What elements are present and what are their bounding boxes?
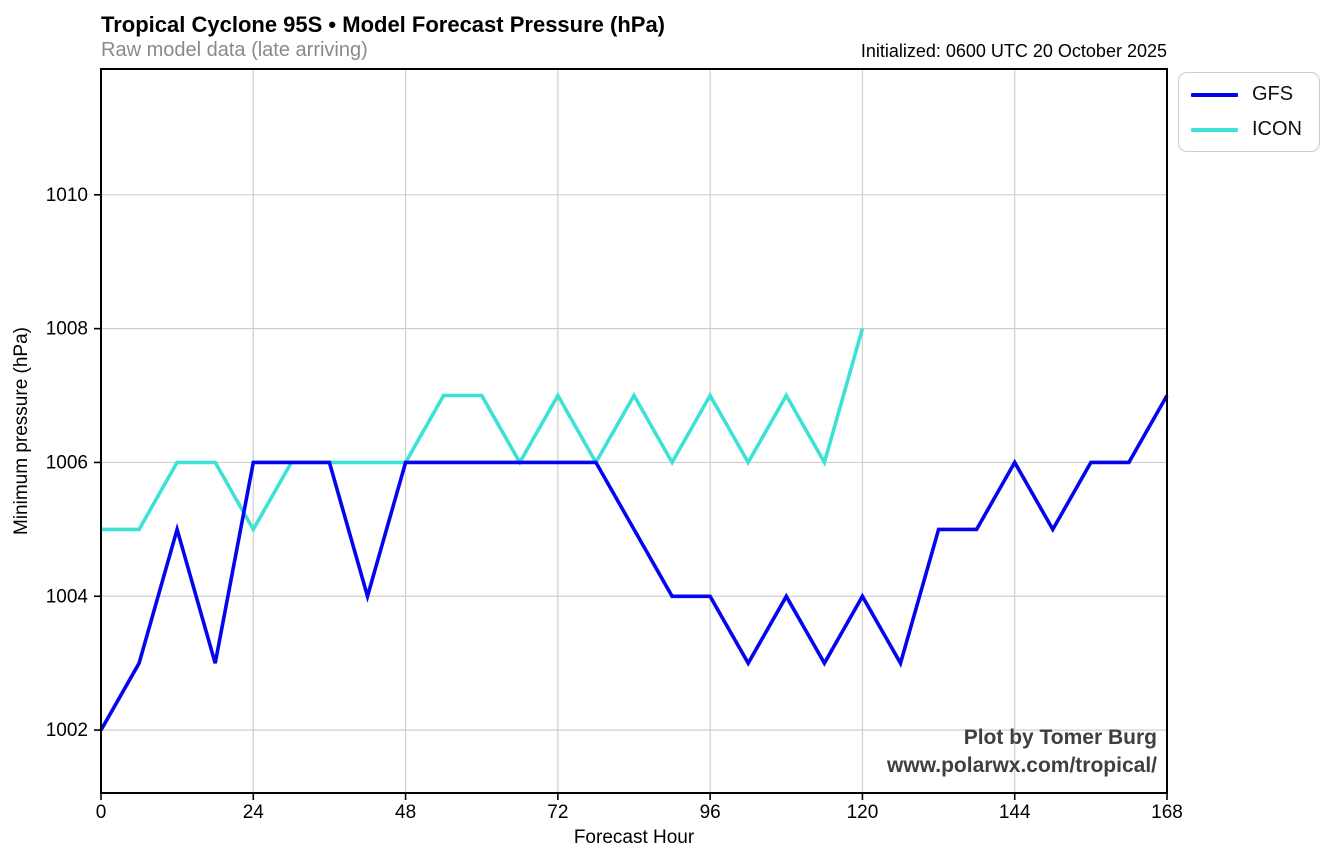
chart-subtitle: Raw model data (late arriving) [101,39,368,61]
plot-border [100,68,1168,794]
series-line-icon [101,328,865,534]
credit-author: Plot by Tomer Burg [963,726,1157,749]
legend-entry-icon: ICON [1191,118,1307,141]
icon-line-swatch [1191,127,1238,132]
legend-label-icon: ICON [1252,118,1302,140]
x-axis-label: Forecast Hour [574,827,695,848]
series-line-gfs [99,394,1169,731]
x-tick-label: 24 [243,802,265,823]
gfs-line-swatch [1191,92,1238,97]
legend-label-gfs: GFS [1252,83,1294,105]
y-tick-label: 1010 [46,185,88,206]
legend-entry-gfs: GFS [1191,83,1307,106]
x-tick-label: 120 [847,802,879,823]
y-tick-label: 1008 [46,319,88,340]
init-time-label: Initialized: 0600 UTC 20 October 2025 [860,41,1167,61]
y-axis-label: Minimum pressure (hPa) [11,327,32,535]
x-tick-label: 168 [1151,802,1183,823]
x-tick-label: 0 [96,802,107,823]
x-tick-label: 96 [700,802,721,823]
x-tick-label: 48 [395,802,416,823]
y-tick-label: 1006 [46,452,88,473]
x-tick-label: 144 [999,802,1031,823]
y-tick-label: 1002 [46,720,88,741]
y-tick-label: 1004 [46,586,89,607]
chart-title: Tropical Cyclone 95S • Model Forecast Pr… [101,12,666,37]
credit-url: www.polarwx.com/tropical/ [887,754,1157,777]
x-tick-label: 72 [547,802,568,823]
legend: GFS ICON [1178,72,1320,152]
